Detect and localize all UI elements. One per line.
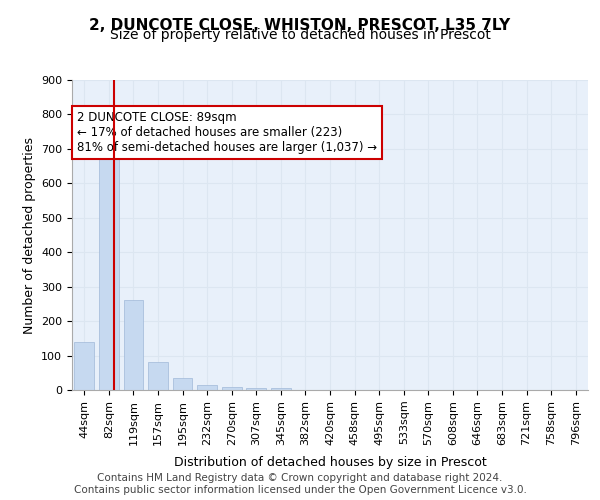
Y-axis label: Number of detached properties: Number of detached properties	[23, 136, 35, 334]
Text: 2 DUNCOTE CLOSE: 89sqm
← 17% of detached houses are smaller (223)
81% of semi-de: 2 DUNCOTE CLOSE: 89sqm ← 17% of detached…	[77, 111, 377, 154]
Text: Size of property relative to detached houses in Prescot: Size of property relative to detached ho…	[110, 28, 490, 42]
Bar	[74, 342, 94, 390]
Bar	[197, 385, 217, 390]
Bar	[148, 362, 168, 390]
Bar	[99, 146, 119, 390]
Bar	[271, 388, 290, 390]
Bar	[173, 378, 193, 390]
Bar	[222, 386, 242, 390]
Text: Contains HM Land Registry data © Crown copyright and database right 2024.
Contai: Contains HM Land Registry data © Crown c…	[74, 474, 526, 495]
X-axis label: Distribution of detached houses by size in Prescot: Distribution of detached houses by size …	[173, 456, 487, 469]
Bar	[247, 388, 266, 390]
Text: 2, DUNCOTE CLOSE, WHISTON, PRESCOT, L35 7LY: 2, DUNCOTE CLOSE, WHISTON, PRESCOT, L35 …	[89, 18, 511, 32]
Bar	[124, 300, 143, 390]
